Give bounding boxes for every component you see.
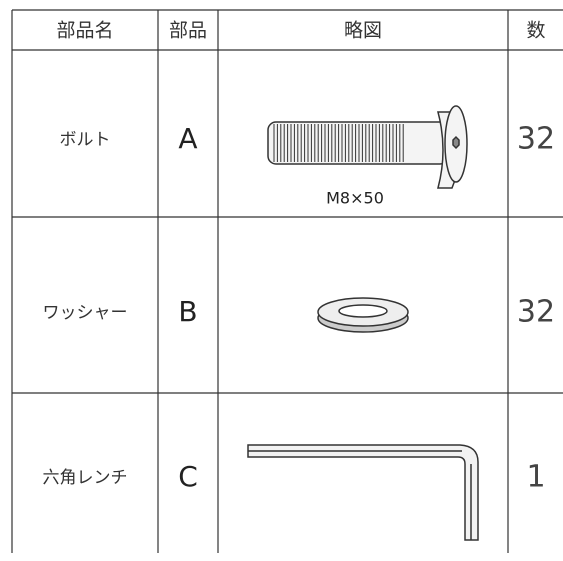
part-letter: B	[178, 295, 197, 328]
washer-hole	[338, 304, 388, 318]
header-cell: 部品	[169, 20, 207, 42]
hex-key	[247, 444, 479, 541]
part-name: 六角レンチ	[43, 468, 128, 488]
washer-illustration	[317, 297, 409, 333]
bolt-illustration	[267, 105, 468, 189]
header-cell: 数	[526, 20, 545, 42]
header-cell: 略図	[344, 20, 382, 42]
part-letter: A	[178, 122, 197, 155]
part-count: 32	[517, 295, 555, 330]
part-count: 1	[526, 460, 545, 495]
bolt-size: M8×50	[326, 189, 384, 208]
part-name: ボルト	[60, 130, 111, 150]
header-cell: 部品名	[56, 20, 113, 42]
bolt-shaft	[267, 121, 449, 165]
hex-key-illustration	[247, 444, 479, 541]
part-letter: C	[178, 460, 198, 493]
part-name: ワッシャー	[43, 303, 128, 323]
hex-socket	[452, 135, 460, 150]
table-grid	[11, 9, 563, 553]
part-count: 32	[517, 122, 555, 157]
